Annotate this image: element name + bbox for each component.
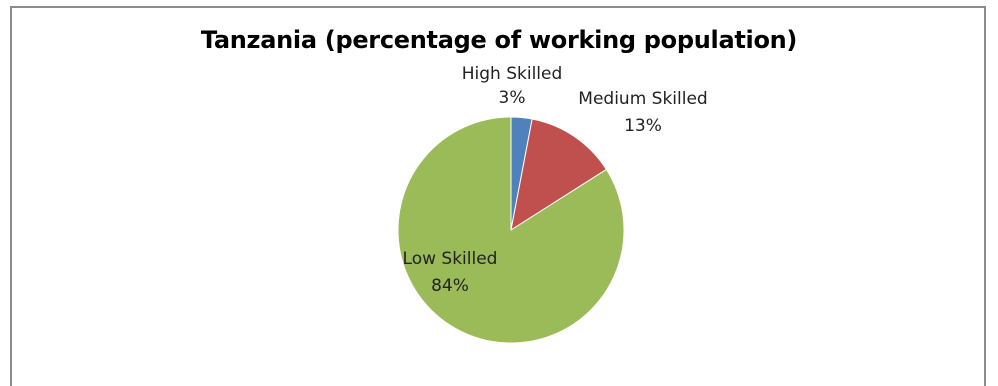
slice-value-label: 84% xyxy=(431,276,469,296)
slice-category-label: Medium Skilled xyxy=(578,89,707,109)
chart-title: Tanzania (percentage of working populati… xyxy=(200,26,798,54)
pie-slice-medium-skilled xyxy=(510,118,608,232)
pie-slice-low-skilled xyxy=(397,116,625,344)
slice-value-label: 13% xyxy=(624,116,662,136)
slice-category-label: Low Skilled xyxy=(403,249,498,269)
pie-slices xyxy=(397,116,625,344)
pie-labels: High Skilled 3% Medium Skilled 13% Low Skill… xyxy=(403,64,708,296)
slice-value-label: 3% xyxy=(499,88,526,108)
slice-category-label: High Skilled xyxy=(462,64,563,84)
